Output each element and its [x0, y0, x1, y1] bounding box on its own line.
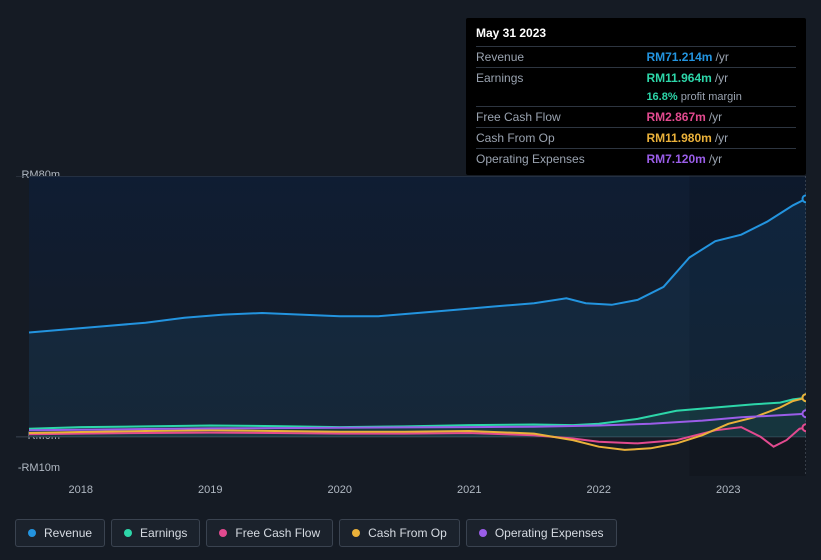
- tooltip-metric-value: RM2.867m/yr: [646, 107, 796, 128]
- x-axis-label: 2022: [587, 484, 611, 496]
- tooltip-metric-label: Operating Expenses: [476, 149, 646, 170]
- legend-label: Operating Expenses: [495, 526, 604, 540]
- tooltip-date: May 31 2023: [476, 26, 796, 46]
- x-axis-label: 2019: [198, 484, 222, 496]
- tooltip-table: RevenueRM71.214m/yrEarningsRM11.964m/yr1…: [476, 46, 796, 169]
- tooltip-metric-label: Cash From Op: [476, 128, 646, 149]
- legend-label: Cash From Op: [368, 526, 447, 540]
- legend-item-cash-from-op[interactable]: Cash From Op: [339, 519, 460, 547]
- x-axis-label: 2020: [328, 484, 352, 496]
- tooltip-panel: May 31 2023 RevenueRM71.214m/yrEarningsR…: [466, 18, 806, 175]
- tooltip-row: RevenueRM71.214m/yr: [476, 47, 796, 68]
- legend-dot-icon: [28, 529, 36, 537]
- chart-container: RM80mRM0m-RM10m 201820192020202120222023: [0, 158, 821, 558]
- legend-label: Earnings: [140, 526, 187, 540]
- legend-dot-icon: [479, 529, 487, 537]
- tooltip-row: EarningsRM11.964m/yr: [476, 68, 796, 89]
- legend-item-free-cash-flow[interactable]: Free Cash Flow: [206, 519, 333, 547]
- tooltip-sub-row: 16.8% profit margin: [476, 88, 796, 107]
- x-axis-label: 2018: [69, 484, 93, 496]
- x-axis: 2018 2019 2020 2021 2022 2023: [16, 484, 806, 504]
- tooltip-metric-value: RM7.120m/yr: [646, 149, 796, 170]
- tooltip-profit-margin: 16.8% profit margin: [646, 88, 796, 107]
- plot-area[interactable]: [16, 176, 806, 476]
- legend-dot-icon: [219, 529, 227, 537]
- legend-label: Revenue: [44, 526, 92, 540]
- legend-item-earnings[interactable]: Earnings: [111, 519, 200, 547]
- tooltip-row: Free Cash FlowRM2.867m/yr: [476, 107, 796, 128]
- legend-dot-icon: [352, 529, 360, 537]
- tooltip-metric-value: RM11.980m/yr: [646, 128, 796, 149]
- legend-label: Free Cash Flow: [235, 526, 320, 540]
- x-axis-label: 2021: [457, 484, 481, 496]
- x-axis-label: 2023: [716, 484, 740, 496]
- series-marker: [803, 424, 807, 431]
- tooltip-metric-label: Free Cash Flow: [476, 107, 646, 128]
- series-marker: [803, 195, 807, 202]
- legend: Revenue Earnings Free Cash Flow Cash From O…: [15, 519, 617, 547]
- tooltip-row: Cash From OpRM11.980m/yr: [476, 128, 796, 149]
- tooltip-row: Operating ExpensesRM7.120m/yr: [476, 149, 796, 170]
- series-marker: [803, 394, 807, 401]
- legend-item-operating-expenses[interactable]: Operating Expenses: [466, 519, 617, 547]
- series-marker: [803, 410, 807, 417]
- tooltip-metric-label: Earnings: [476, 68, 646, 89]
- tooltip-metric-label: Revenue: [476, 47, 646, 68]
- legend-item-revenue[interactable]: Revenue: [15, 519, 105, 547]
- legend-dot-icon: [124, 529, 132, 537]
- tooltip-metric-value: RM71.214m/yr: [646, 47, 796, 68]
- tooltip-metric-value: RM11.964m/yr: [646, 68, 796, 89]
